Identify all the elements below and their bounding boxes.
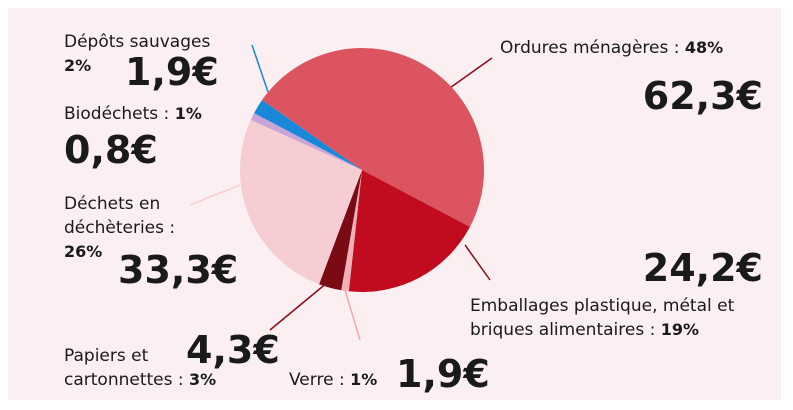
percent: 48% — [684, 38, 724, 57]
amount: 33,3€ — [118, 248, 239, 292]
label: Dépôts sauvages 2% — [64, 30, 210, 78]
category: Ordures ménagères : — [500, 38, 680, 58]
label: Papiers et cartonnettes : 3% — [64, 344, 254, 392]
pie-slice — [262, 47, 485, 227]
label: Biodéchets : 1% — [64, 102, 202, 126]
percent: 3% — [189, 370, 217, 389]
amount: 0,8€ — [64, 128, 158, 172]
percent: 1% — [174, 104, 202, 123]
pie-slice — [240, 119, 362, 285]
leader — [251, 44, 269, 93]
percent: 1% — [350, 370, 378, 389]
pie-slice — [319, 170, 362, 291]
amount: 1,9€ — [396, 352, 490, 396]
amount: 4,3€ — [186, 328, 280, 372]
category: Verre : — [289, 370, 345, 390]
pie-slice — [254, 100, 362, 170]
pie-slice — [341, 170, 362, 292]
category: Déchets en déchèteries : — [64, 194, 176, 238]
amount: 24,2€ — [642, 246, 763, 290]
category: Dépôts sauvages — [64, 32, 211, 52]
label: Ordures ménagères : 48% — [500, 36, 723, 60]
leader — [269, 281, 329, 331]
leader — [344, 289, 361, 341]
category: Papiers et cartonnettes : — [64, 346, 184, 390]
leader — [189, 184, 241, 206]
amount: 1,9€ — [125, 50, 219, 94]
pie-slice — [348, 170, 470, 292]
label: Verre : 1% — [289, 368, 377, 392]
label: Déchets en déchèteries : 26% — [64, 192, 194, 264]
label: Emballages plastique, métal et briques a… — [470, 294, 770, 342]
leader — [464, 244, 491, 281]
percent: 26% — [64, 242, 103, 261]
category: Emballages plastique, métal et briques a… — [470, 296, 735, 340]
percent: 19% — [660, 320, 700, 339]
amount: 62,3€ — [642, 74, 763, 118]
category: Biodéchets : — [64, 104, 170, 124]
percent: 2% — [64, 56, 92, 75]
pie-slice — [250, 113, 362, 170]
